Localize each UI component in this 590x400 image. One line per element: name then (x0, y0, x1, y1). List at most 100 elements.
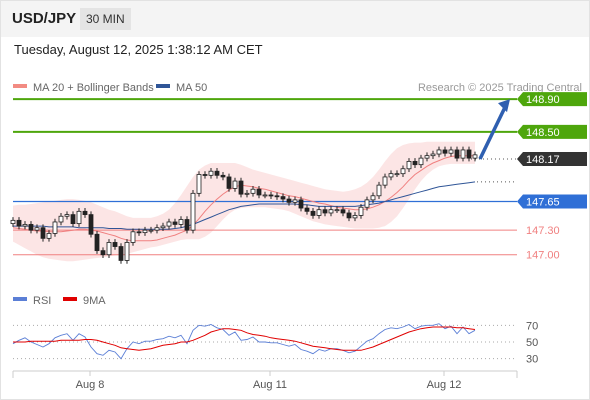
candle-body (172, 221, 178, 225)
candle (166, 218, 172, 230)
candle (322, 206, 328, 217)
candle-body (154, 227, 160, 231)
candle-body (148, 229, 154, 232)
candle (88, 211, 94, 238)
watermark-text: Research © 2025 Trading Central (418, 82, 582, 94)
legend-swatch (156, 84, 170, 88)
candle-body (460, 149, 466, 159)
candle-body (316, 209, 322, 216)
level-tag-bg (517, 151, 587, 166)
candle (232, 177, 238, 192)
forecast-arrow-shaft (478, 104, 508, 160)
candle (454, 146, 460, 162)
candle (460, 146, 466, 162)
candle (160, 222, 166, 231)
candle-body (238, 180, 244, 195)
level-tag-bg (517, 194, 587, 209)
candle-body (286, 198, 292, 203)
candle (94, 230, 100, 254)
candle (226, 173, 232, 192)
candle-body (184, 219, 190, 231)
candle (448, 146, 454, 157)
candle-body (376, 184, 382, 197)
candle-body (244, 192, 250, 195)
candle-body (106, 242, 112, 256)
candle (412, 158, 418, 168)
candle-body (268, 194, 274, 197)
candle-body (322, 209, 328, 214)
candle (418, 154, 424, 168)
candle-body (370, 195, 376, 201)
level-tag-147.30: 147.30 (526, 225, 560, 237)
candle (292, 196, 298, 206)
rsi-ma9-line (13, 326, 476, 351)
candle-body (178, 219, 184, 225)
candle (352, 212, 358, 222)
legend-label: 9MA (83, 295, 106, 307)
candle-body (466, 149, 472, 159)
candle-body (310, 210, 316, 216)
candle-body (70, 214, 76, 225)
candle (28, 221, 34, 234)
candle-body (82, 210, 88, 216)
candle-body (226, 176, 232, 189)
candle-body (130, 231, 136, 243)
candle-body (136, 231, 142, 234)
legend-swatch (13, 84, 27, 88)
candle-body (58, 215, 64, 223)
candles-group (10, 146, 478, 264)
candle-body (394, 173, 400, 176)
candle-body (274, 195, 280, 198)
symbol-title: USD/JPY (12, 10, 77, 27)
candle (10, 217, 16, 227)
candle (250, 185, 256, 197)
rsi-line (12, 323, 476, 360)
candle (472, 151, 478, 162)
candle-body (298, 199, 304, 209)
candle (208, 167, 214, 179)
price-legend: MA 20 + Bollinger Bands MA 50 (13, 82, 207, 94)
rsi-legend: RSI 9MA (13, 295, 106, 307)
level-tag-147.65: 147.65 (517, 194, 587, 209)
level-tag-text: 147.65 (526, 197, 560, 209)
candle-body (64, 214, 70, 217)
candle (334, 206, 340, 213)
rsi-tick-label: 70 (526, 320, 538, 332)
candle-body (160, 225, 166, 229)
level-tag-bg (517, 124, 587, 139)
timeframe-badge[interactable]: 30 MIN (80, 8, 131, 30)
candle (310, 208, 316, 219)
candle (136, 228, 142, 236)
level-tag-text: 148.17 (526, 154, 560, 166)
candle (118, 243, 124, 264)
candle-body (352, 215, 358, 219)
candle (244, 190, 250, 198)
candle (142, 226, 148, 236)
candle-body (76, 210, 82, 225)
candle (148, 226, 154, 234)
candle (466, 146, 472, 162)
candle-body (250, 188, 256, 194)
candle-body (382, 176, 388, 186)
candle (130, 228, 136, 246)
candle (214, 167, 220, 179)
candle (316, 206, 322, 219)
candle-body (424, 155, 430, 159)
candle (40, 224, 46, 242)
candle (172, 218, 178, 228)
legend-label: RSI (33, 295, 51, 307)
candle-body (280, 196, 286, 200)
candle (268, 191, 274, 200)
candle (286, 195, 292, 206)
candle (52, 218, 58, 237)
candle (76, 208, 82, 227)
candle-body (202, 174, 208, 176)
candle-body (388, 173, 394, 178)
level-tag-text: 147.30 (526, 225, 560, 237)
level-tag-148.50: 148.50 (517, 124, 587, 139)
candle (82, 208, 88, 218)
candle-body (28, 224, 34, 231)
candle (430, 150, 436, 159)
candle (346, 209, 352, 222)
